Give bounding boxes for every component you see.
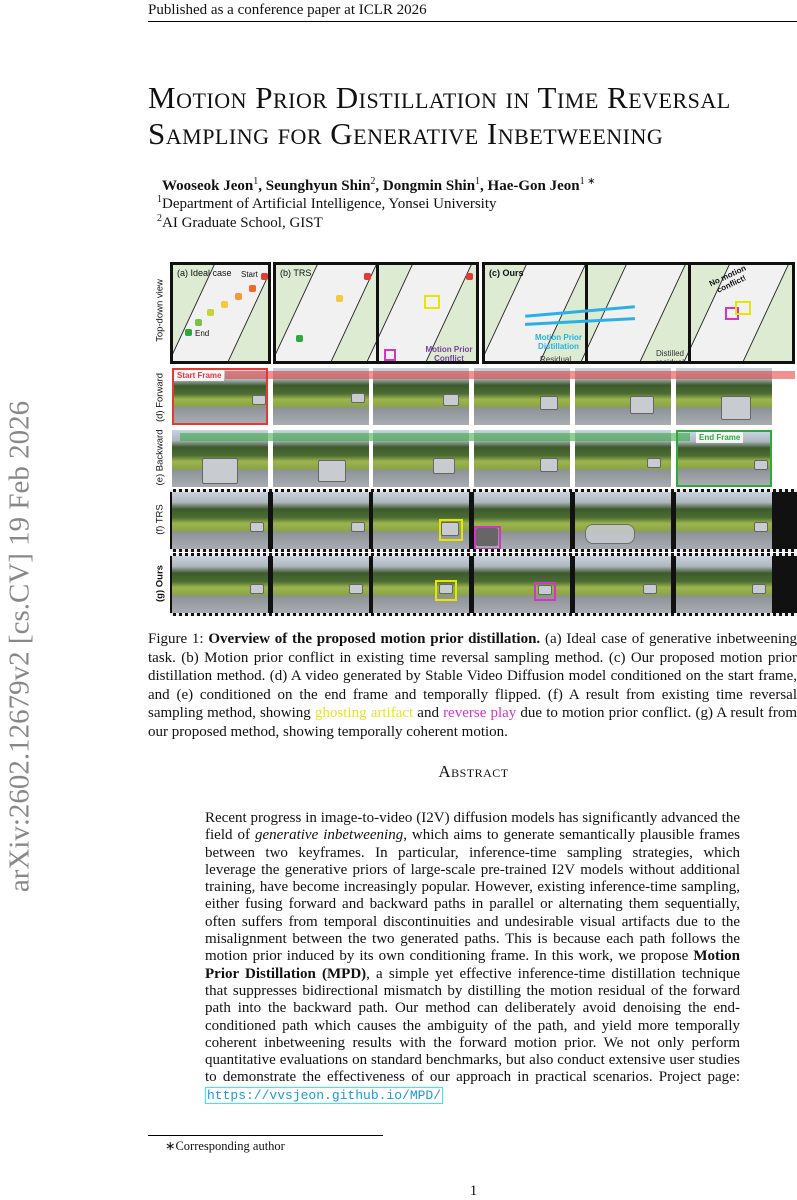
author: Wooseok Jeon — [162, 178, 254, 194]
video-frame — [575, 492, 671, 549]
video-frame — [373, 556, 469, 613]
row-label: (g) Ours — [154, 565, 166, 602]
video-frame — [676, 492, 772, 549]
row-label: Top-down view — [154, 279, 166, 342]
footnote: ∗Corresponding author — [165, 1139, 285, 1153]
header-rule — [148, 21, 797, 22]
video-frame — [172, 492, 268, 549]
video-frame — [373, 492, 469, 549]
author: Seunghyun Shin — [265, 178, 371, 194]
figure-caption: Figure 1: Overview of the proposed motio… — [148, 631, 797, 740]
author-list: Wooseok Jeon1, Seunghyun Shin2, Dongmin … — [162, 176, 596, 194]
abstract-heading: Abstract — [438, 762, 509, 781]
video-frame — [273, 492, 369, 549]
panel-trs: (b) TRS Motion Prior Conflict — [273, 262, 479, 364]
video-frame — [273, 556, 369, 613]
video-frame — [474, 492, 570, 549]
panel-ours: (c) Ours Motion Prior Distillation Resid… — [482, 262, 795, 364]
running-header: Published as a conference paper at ICLR … — [148, 2, 427, 18]
page-number: 1 — [469, 1183, 478, 1199]
author: Hae-Gon Jeon — [487, 178, 580, 194]
video-frame — [676, 556, 772, 613]
video-frame — [474, 556, 570, 613]
abstract-body: Recent progress in image-to-video (I2V) … — [205, 810, 740, 1104]
affiliation: 2AI Graduate School, GIST — [157, 213, 323, 231]
reverse-play-highlight: reverse play — [443, 705, 517, 721]
author: Dongmin Shin — [382, 178, 476, 194]
start-frame-label: Start Frame — [174, 370, 225, 381]
panel-ideal-case: (a) Ideal case Start End — [170, 262, 271, 364]
paper-title: Motion Prior Distillation in Time Revers… — [148, 80, 731, 151]
arxiv-stamp: arXiv:2602.12679v2 [cs.CV] 19 Feb 2026 — [3, 400, 36, 893]
video-frame — [575, 556, 671, 613]
footnote-rule — [148, 1135, 383, 1136]
ghosting-highlight: ghosting artifact — [314, 705, 414, 721]
affiliation: 1Department of Artificial Intelligence, … — [157, 194, 497, 212]
end-frame-label: End Frame — [696, 432, 744, 443]
video-frame — [172, 556, 268, 613]
project-page-link[interactable]: https://vvsjeon.github.io/MPD/ — [205, 1086, 444, 1104]
